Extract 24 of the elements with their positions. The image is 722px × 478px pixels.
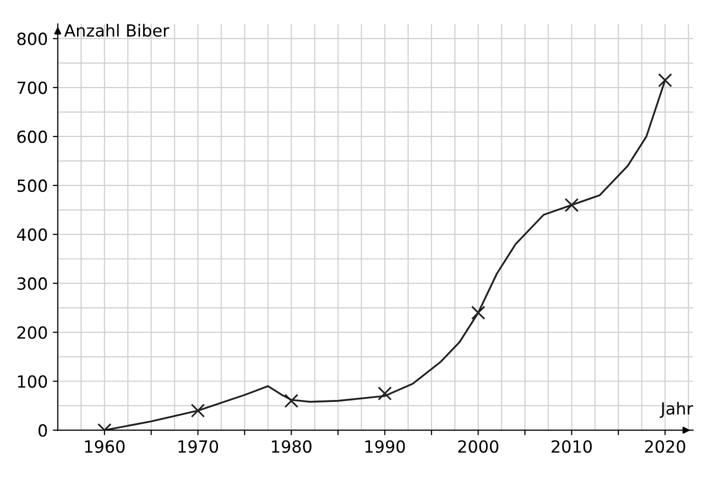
point [471,306,486,320]
x-tick-label: 1970 [178,440,218,453]
y-tick-label: 200 [17,326,47,339]
point [378,386,392,401]
x-tick-label: 2000 [458,440,498,453]
y-tick-label: 400 [17,228,47,241]
y-tick-label: 800 [17,32,47,46]
y-tick-label: 500 [18,179,47,192]
x-axis-title: Jahr [660,402,694,418]
y-tick-label: 0 [38,424,47,437]
x-tick-label: 1960 [85,440,125,453]
y-tick-label: 300 [17,277,47,290]
y-tick-label: 700 [18,82,47,94]
y-tick-label: 600 [17,130,47,144]
x-tick-label: 1980 [272,440,312,453]
x-tick-label: 1990 [365,440,405,453]
point [284,394,298,408]
x-tick-label: 2020 [645,440,686,453]
x-tick-label: 2010 [552,440,592,453]
y-axis-title: Anzahl Biber [64,24,170,37]
point [658,73,672,88]
y-tick-label: 100 [18,375,47,388]
point [564,198,579,212]
point [190,404,205,418]
